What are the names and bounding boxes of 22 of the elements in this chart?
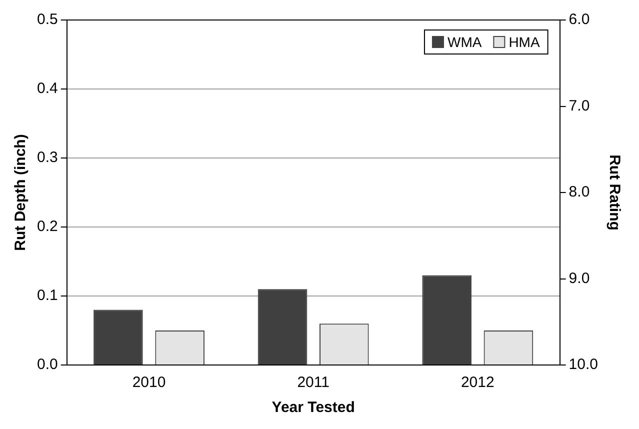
y-tick-label: 0.0 (36, 356, 58, 374)
y2-tick-label: 10.0 (568, 356, 598, 374)
bar (94, 310, 143, 364)
legend-label: HMA (508, 34, 540, 50)
y-tick-label: 0.5 (36, 11, 58, 28)
x-tick-label: 2010 (132, 374, 166, 392)
y-tick-label: 0.2 (36, 218, 58, 236)
y2-tick-label: 8.0 (568, 184, 590, 201)
y-axis-title: Rut Depth (inch) (12, 134, 30, 251)
y2-tick-label: 7.0 (568, 97, 590, 114)
y-tick-label: 0.3 (36, 149, 58, 166)
y-tick-label: 0.1 (36, 287, 58, 304)
x-tick-label: 2012 (460, 374, 494, 392)
legend-label: WMA (447, 34, 482, 50)
y2-tick-label: 6.0 (568, 11, 590, 28)
x-tick-label: 2011 (297, 374, 330, 392)
x-axis-title: Year Tested (272, 399, 355, 416)
bar (258, 289, 308, 364)
y2-axis-title: Rut Rating (606, 154, 623, 230)
y2-tick-label: 9.0 (568, 270, 590, 287)
y-tick-label: 0.4 (36, 80, 58, 98)
bar (422, 275, 472, 364)
